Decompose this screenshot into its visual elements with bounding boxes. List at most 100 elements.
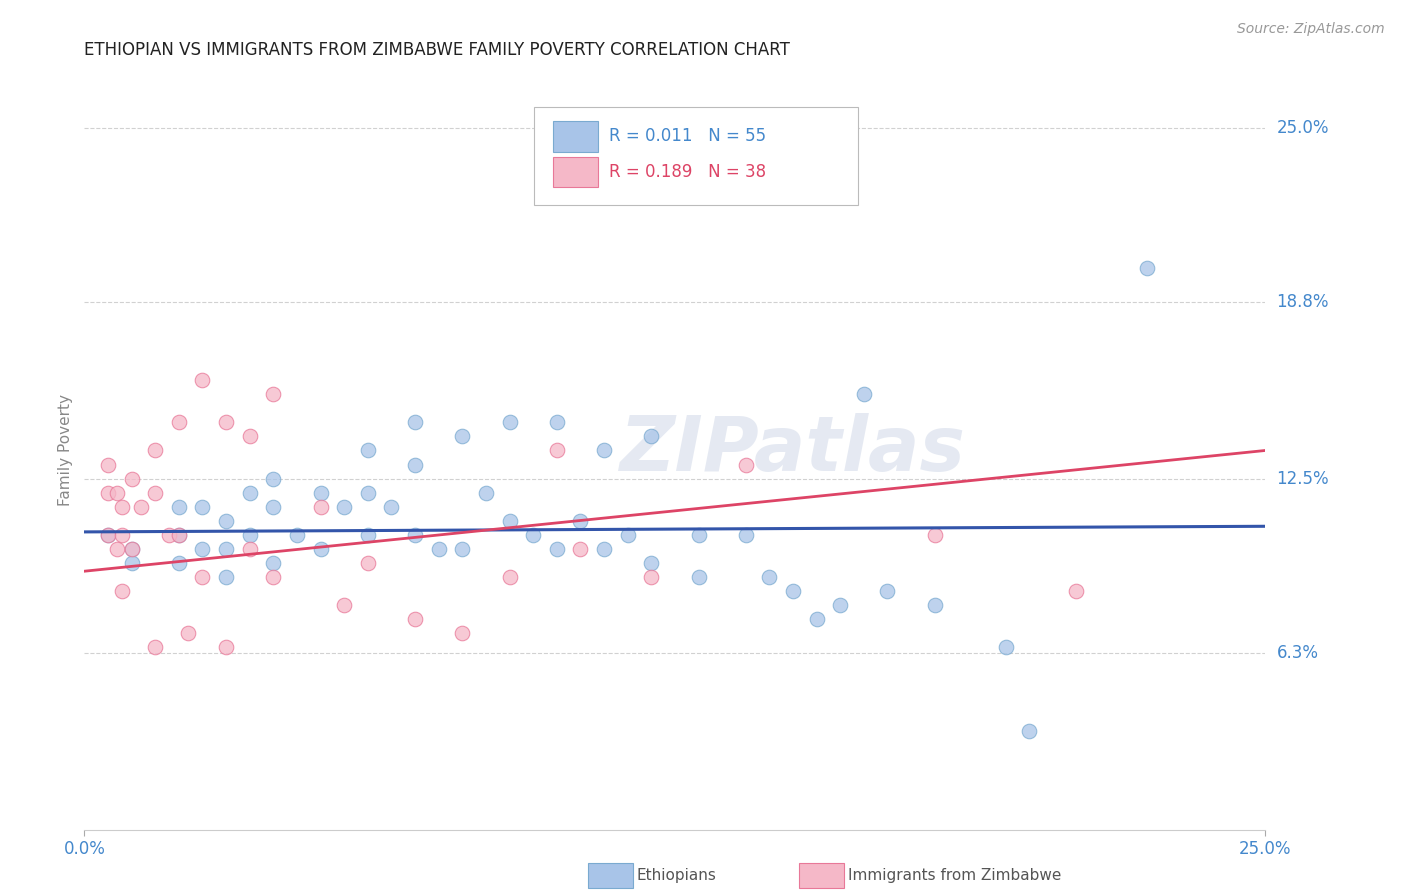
Text: ETHIOPIAN VS IMMIGRANTS FROM ZIMBABWE FAMILY POVERTY CORRELATION CHART: ETHIOPIAN VS IMMIGRANTS FROM ZIMBABWE FA…: [84, 41, 790, 59]
Point: [215, 570, 238, 584]
Point: [924, 598, 946, 612]
Point: [427, 541, 450, 556]
Point: [357, 556, 380, 570]
Text: 12.5%: 12.5%: [1277, 469, 1329, 488]
Point: [239, 541, 262, 556]
Point: [830, 598, 852, 612]
Point: [143, 443, 166, 458]
Point: [498, 416, 520, 430]
Point: [107, 541, 129, 556]
Point: [546, 443, 568, 458]
Point: [111, 583, 134, 598]
Point: [121, 541, 143, 556]
Point: [262, 471, 284, 485]
Point: [1018, 724, 1040, 739]
Text: Immigrants from Zimbabwe: Immigrants from Zimbabwe: [848, 869, 1062, 883]
Point: [97, 485, 120, 500]
Point: [498, 570, 520, 584]
Point: [167, 527, 190, 541]
Point: [239, 429, 262, 443]
Point: [404, 416, 426, 430]
Point: [107, 485, 129, 500]
Point: [640, 570, 662, 584]
Text: 18.8%: 18.8%: [1277, 293, 1329, 310]
Point: [191, 500, 214, 514]
Y-axis label: Family Poverty: Family Poverty: [58, 394, 73, 507]
Point: [593, 541, 616, 556]
Point: [782, 583, 804, 598]
Point: [167, 527, 190, 541]
Point: [262, 500, 284, 514]
Point: [522, 527, 544, 541]
Text: 6.3%: 6.3%: [1277, 644, 1319, 662]
Point: [1136, 260, 1159, 275]
Point: [167, 500, 190, 514]
Point: [640, 429, 662, 443]
Point: [143, 485, 166, 500]
Point: [593, 443, 616, 458]
Point: [121, 556, 143, 570]
Point: [215, 640, 238, 654]
Point: [167, 556, 190, 570]
Point: [380, 500, 402, 514]
Text: Source: ZipAtlas.com: Source: ZipAtlas.com: [1237, 22, 1385, 37]
Point: [157, 527, 180, 541]
Point: [97, 458, 120, 472]
Point: [111, 500, 134, 514]
Point: [121, 471, 143, 485]
Point: [1066, 583, 1088, 598]
Text: 25.0%: 25.0%: [1277, 119, 1329, 136]
Point: [239, 485, 262, 500]
Point: [404, 612, 426, 626]
Point: [357, 527, 380, 541]
Point: [177, 626, 200, 640]
Text: R = 0.189   N = 38: R = 0.189 N = 38: [609, 163, 766, 181]
Point: [129, 500, 152, 514]
Point: [215, 541, 238, 556]
Point: [262, 387, 284, 401]
Point: [688, 527, 710, 541]
Point: [546, 541, 568, 556]
Point: [97, 527, 120, 541]
Point: [546, 416, 568, 430]
Point: [640, 556, 662, 570]
Text: ZIPatlas: ZIPatlas: [620, 414, 966, 487]
Point: [215, 514, 238, 528]
Point: [215, 416, 238, 430]
Point: [876, 583, 898, 598]
Point: [333, 500, 356, 514]
Point: [357, 443, 380, 458]
Point: [475, 485, 498, 500]
Point: [404, 527, 426, 541]
Point: [167, 416, 190, 430]
Point: [309, 485, 332, 500]
Point: [191, 541, 214, 556]
Point: [404, 458, 426, 472]
Point: [262, 556, 284, 570]
Text: R = 0.011   N = 55: R = 0.011 N = 55: [609, 128, 766, 145]
Point: [309, 541, 332, 556]
Point: [111, 527, 134, 541]
Point: [451, 626, 474, 640]
Point: [191, 373, 214, 387]
Point: [758, 570, 780, 584]
Point: [451, 429, 474, 443]
Point: [191, 570, 214, 584]
Text: Ethiopians: Ethiopians: [637, 869, 717, 883]
Point: [852, 387, 875, 401]
Point: [688, 570, 710, 584]
Point: [239, 527, 262, 541]
Point: [569, 514, 592, 528]
Point: [121, 541, 143, 556]
Point: [143, 640, 166, 654]
Point: [333, 598, 356, 612]
Point: [262, 570, 284, 584]
Point: [309, 500, 332, 514]
Point: [734, 527, 756, 541]
Point: [97, 527, 120, 541]
Point: [357, 485, 380, 500]
Point: [806, 612, 828, 626]
Point: [924, 527, 946, 541]
Point: [285, 527, 308, 541]
Point: [734, 458, 756, 472]
